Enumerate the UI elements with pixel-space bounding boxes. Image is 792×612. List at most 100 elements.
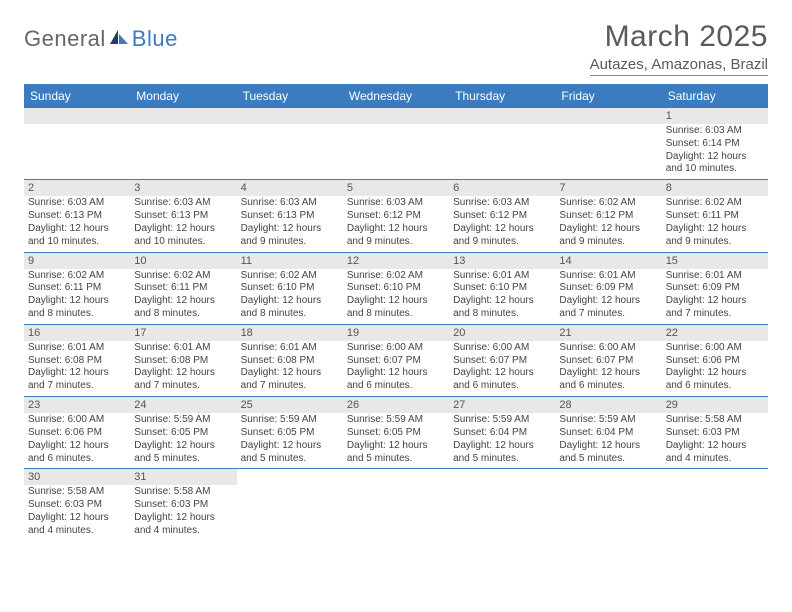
day-detail-line: Sunset: 6:05 PM [134, 427, 232, 440]
day-detail-line: and 6 minutes. [453, 380, 551, 393]
day-detail-line: Sunset: 6:10 PM [241, 282, 339, 295]
day-detail-line: Daylight: 12 hours [453, 295, 551, 308]
weekday-header: Saturday [662, 84, 768, 108]
day-number: 2 [24, 180, 130, 196]
day-detail: Sunrise: 6:03 AMSunset: 6:12 PMDaylight:… [343, 196, 449, 251]
day-number: 31 [130, 469, 236, 485]
day-number: 3 [130, 180, 236, 196]
day-detail-line: Daylight: 12 hours [28, 295, 126, 308]
day-detail-line: and 4 minutes. [666, 453, 764, 466]
day-number: 6 [449, 180, 555, 196]
day-detail-line: Sunrise: 6:01 AM [28, 342, 126, 355]
day-detail-line: Sunset: 6:12 PM [453, 210, 551, 223]
calendar-day-cell: 20Sunrise: 6:00 AMSunset: 6:07 PMDayligh… [449, 324, 555, 396]
day-detail-line: Sunset: 6:09 PM [666, 282, 764, 295]
day-detail: Sunrise: 6:02 AMSunset: 6:11 PMDaylight:… [662, 196, 768, 251]
day-detail: Sunrise: 5:59 AMSunset: 6:05 PMDaylight:… [343, 413, 449, 468]
day-detail-line: and 9 minutes. [666, 236, 764, 249]
day-detail-line: Daylight: 12 hours [453, 440, 551, 453]
day-detail-line: and 7 minutes. [666, 308, 764, 321]
calendar-week-row: 23Sunrise: 6:00 AMSunset: 6:06 PMDayligh… [24, 397, 768, 469]
calendar-day-cell: 17Sunrise: 6:01 AMSunset: 6:08 PMDayligh… [130, 324, 236, 396]
day-detail-line: Daylight: 12 hours [241, 295, 339, 308]
calendar-week-row: 2Sunrise: 6:03 AMSunset: 6:13 PMDaylight… [24, 180, 768, 252]
day-detail-line: Sunset: 6:11 PM [666, 210, 764, 223]
day-detail-line: Daylight: 12 hours [347, 367, 445, 380]
day-detail-line: and 4 minutes. [28, 525, 126, 538]
day-number: 22 [662, 325, 768, 341]
day-detail-line: and 8 minutes. [347, 308, 445, 321]
calendar-day-cell: 9Sunrise: 6:02 AMSunset: 6:11 PMDaylight… [24, 252, 130, 324]
day-number: 1 [662, 108, 768, 124]
calendar-day-cell: 31Sunrise: 5:58 AMSunset: 6:03 PMDayligh… [130, 469, 236, 541]
day-detail-line: Sunrise: 6:01 AM [666, 270, 764, 283]
day-detail-line: and 5 minutes. [134, 453, 232, 466]
day-detail-line: Daylight: 12 hours [453, 223, 551, 236]
day-detail: Sunrise: 6:02 AMSunset: 6:11 PMDaylight:… [24, 269, 130, 324]
day-detail: Sunrise: 6:02 AMSunset: 6:11 PMDaylight:… [130, 269, 236, 324]
calendar-day-cell: 23Sunrise: 6:00 AMSunset: 6:06 PMDayligh… [24, 397, 130, 469]
day-number: 15 [662, 253, 768, 269]
calendar-day-cell: 25Sunrise: 5:59 AMSunset: 6:05 PMDayligh… [237, 397, 343, 469]
day-number: 7 [555, 180, 661, 196]
calendar-day-cell: 8Sunrise: 6:02 AMSunset: 6:11 PMDaylight… [662, 180, 768, 252]
day-detail-line: and 8 minutes. [241, 308, 339, 321]
day-detail: Sunrise: 6:03 AMSunset: 6:13 PMDaylight:… [130, 196, 236, 251]
day-detail-line: Sunset: 6:05 PM [241, 427, 339, 440]
day-detail-line: Sunrise: 5:59 AM [134, 414, 232, 427]
day-detail-line: Daylight: 12 hours [134, 223, 232, 236]
day-detail: Sunrise: 5:59 AMSunset: 6:04 PMDaylight:… [449, 413, 555, 468]
weekday-header: Tuesday [237, 84, 343, 108]
day-detail-line: and 9 minutes. [453, 236, 551, 249]
day-detail-line: Sunset: 6:07 PM [453, 355, 551, 368]
logo: General Blue [24, 20, 178, 52]
calendar-day-cell: 3Sunrise: 6:03 AMSunset: 6:13 PMDaylight… [130, 180, 236, 252]
day-detail: Sunrise: 6:01 AMSunset: 6:09 PMDaylight:… [555, 269, 661, 324]
weekday-header: Monday [130, 84, 236, 108]
day-detail-line: Sunset: 6:08 PM [241, 355, 339, 368]
day-detail: Sunrise: 6:00 AMSunset: 6:06 PMDaylight:… [662, 341, 768, 396]
calendar-day-cell [449, 469, 555, 541]
day-detail-line: Sunset: 6:10 PM [347, 282, 445, 295]
day-detail: Sunrise: 6:03 AMSunset: 6:13 PMDaylight:… [237, 196, 343, 251]
day-detail-line: Sunset: 6:07 PM [347, 355, 445, 368]
day-detail-line: Daylight: 12 hours [559, 223, 657, 236]
calendar-day-cell: 2Sunrise: 6:03 AMSunset: 6:13 PMDaylight… [24, 180, 130, 252]
day-detail-line: Daylight: 12 hours [559, 367, 657, 380]
day-detail-line: Sunset: 6:03 PM [134, 499, 232, 512]
calendar-day-cell: 24Sunrise: 5:59 AMSunset: 6:05 PMDayligh… [130, 397, 236, 469]
weekday-header: Friday [555, 84, 661, 108]
calendar-day-cell [130, 108, 236, 180]
calendar-header-row: SundayMondayTuesdayWednesdayThursdayFrid… [24, 84, 768, 108]
calendar-day-cell: 11Sunrise: 6:02 AMSunset: 6:10 PMDayligh… [237, 252, 343, 324]
day-detail-line: Sunrise: 6:03 AM [347, 197, 445, 210]
day-detail-line: Sunrise: 6:03 AM [241, 197, 339, 210]
day-detail-line: Daylight: 12 hours [134, 512, 232, 525]
calendar-body: 1Sunrise: 6:03 AMSunset: 6:14 PMDaylight… [24, 108, 768, 541]
day-number: 13 [449, 253, 555, 269]
day-number: 17 [130, 325, 236, 341]
calendar-day-cell: 30Sunrise: 5:58 AMSunset: 6:03 PMDayligh… [24, 469, 130, 541]
day-detail-line: Sunrise: 6:02 AM [559, 197, 657, 210]
calendar-day-cell: 6Sunrise: 6:03 AMSunset: 6:12 PMDaylight… [449, 180, 555, 252]
day-number [449, 469, 555, 485]
day-detail-line: Sunset: 6:12 PM [559, 210, 657, 223]
day-detail-line: Sunrise: 5:59 AM [453, 414, 551, 427]
day-detail-line: Sunrise: 6:03 AM [134, 197, 232, 210]
day-detail-line: Sunset: 6:11 PM [28, 282, 126, 295]
day-detail-line: Sunset: 6:12 PM [347, 210, 445, 223]
calendar-day-cell: 15Sunrise: 6:01 AMSunset: 6:09 PMDayligh… [662, 252, 768, 324]
day-number: 25 [237, 397, 343, 413]
day-detail: Sunrise: 6:00 AMSunset: 6:06 PMDaylight:… [24, 413, 130, 468]
day-number: 30 [24, 469, 130, 485]
calendar-day-cell: 14Sunrise: 6:01 AMSunset: 6:09 PMDayligh… [555, 252, 661, 324]
day-detail: Sunrise: 6:03 AMSunset: 6:13 PMDaylight:… [24, 196, 130, 251]
day-detail-line: Sunrise: 6:01 AM [241, 342, 339, 355]
calendar-day-cell: 7Sunrise: 6:02 AMSunset: 6:12 PMDaylight… [555, 180, 661, 252]
day-number: 8 [662, 180, 768, 196]
day-number: 11 [237, 253, 343, 269]
month-title: March 2025 [590, 20, 768, 54]
day-detail-line: and 5 minutes. [347, 453, 445, 466]
calendar-day-cell: 13Sunrise: 6:01 AMSunset: 6:10 PMDayligh… [449, 252, 555, 324]
day-detail-line: Sunset: 6:06 PM [28, 427, 126, 440]
